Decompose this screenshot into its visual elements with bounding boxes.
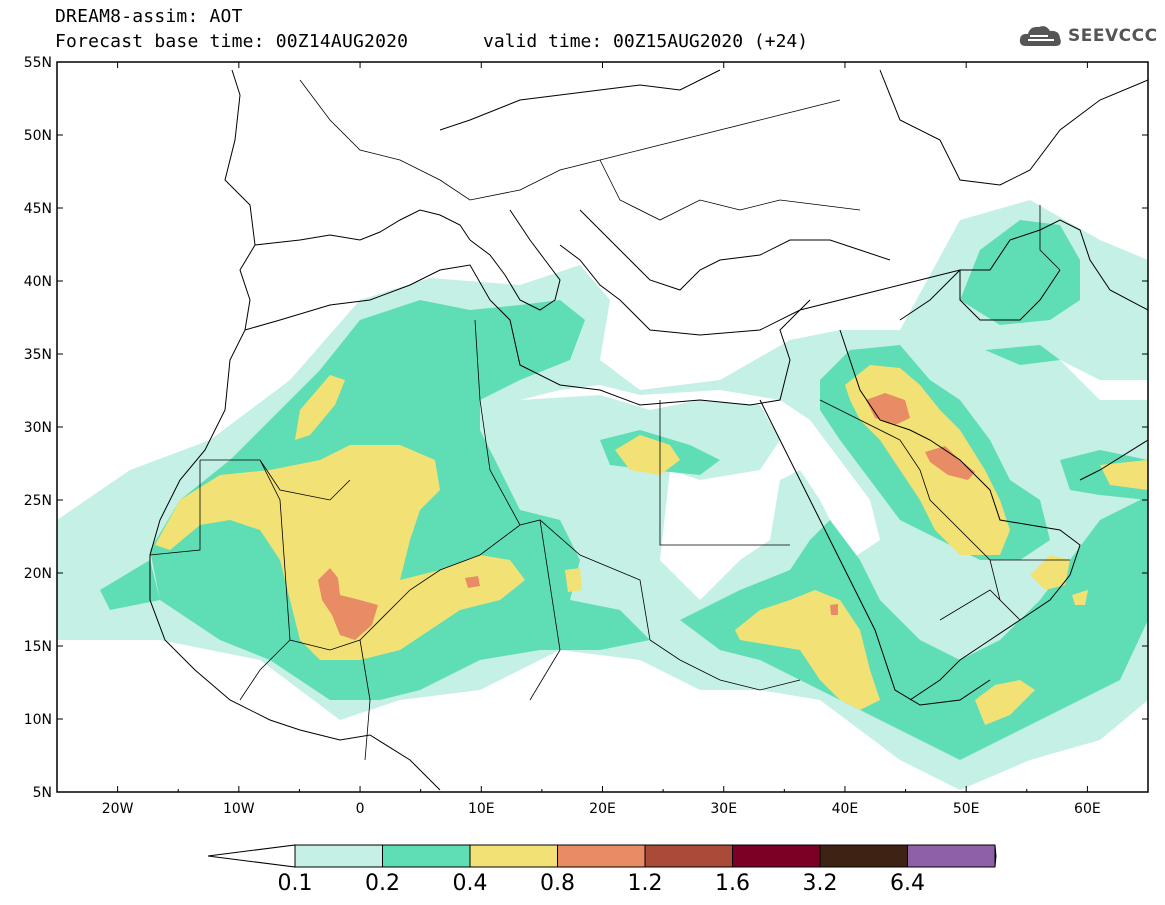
colorbar-over-arrow: [994, 844, 997, 868]
aot-field: [57, 200, 1148, 790]
longitude-axis: 20W 10W 0 10E 20E 30E 40E 50E 60E: [56, 62, 1149, 817]
colorbar-segment: [732, 844, 821, 868]
lat-tick-label: 25N: [24, 493, 52, 509]
colorbar-level-label: 0.1: [278, 871, 313, 896]
coastlines: [149, 69, 1148, 791]
logo-text: SEEVCCC: [1068, 26, 1158, 46]
lon-tick-label: 40E: [832, 801, 859, 817]
lat-tick-label: 55N: [24, 55, 52, 71]
colorbar-segment: [294, 844, 383, 868]
lon-tick-label: 20E: [589, 801, 616, 817]
lon-tick-label: 10E: [468, 801, 495, 817]
lon-tick-label: 0: [356, 801, 365, 817]
lat-tick-label: 35N: [24, 347, 52, 363]
colorbar-level-label: 1.6: [715, 871, 750, 896]
aot-level-0.8: [318, 393, 975, 640]
map-title: DREAM8-assim: AOT: [55, 6, 243, 27]
colorbar-segment: [907, 844, 996, 868]
colorbar-segment: [557, 844, 646, 868]
lat-tick-label: 50N: [24, 128, 52, 144]
lat-tick-label: 15N: [24, 639, 52, 655]
colorbar-level-label: 3.2: [803, 871, 838, 896]
forecast-base-time: Forecast base time: 00Z14AUG2020: [55, 31, 409, 52]
lat-tick-label: 10N: [24, 712, 52, 728]
latitude-axis: 55N 50N 45N 40N 35N 30N 25N 20N 15N 10N 5N: [24, 55, 1148, 801]
colorbar-segment: [469, 844, 558, 868]
lon-tick-label: 30E: [710, 801, 737, 817]
country-borders: [149, 79, 1070, 761]
colorbar-segment: [819, 844, 908, 868]
lat-tick-label: 5N: [33, 785, 52, 801]
aot-clear-areas: [520, 360, 1148, 600]
colorbar-segment: [382, 844, 471, 868]
lon-tick-label: 10W: [223, 801, 255, 817]
valid-time: valid time: 00Z15AUG2020 (+24): [483, 31, 809, 52]
lat-tick-label: 30N: [24, 420, 52, 436]
colorbar-level-label: 6.4: [890, 871, 925, 896]
lat-tick-label: 20N: [24, 566, 52, 582]
colorbar-level-label: 0.2: [365, 871, 400, 896]
colorbar-under-arrow: [207, 844, 296, 868]
lon-tick-label: 60E: [1074, 801, 1101, 817]
colorbar: 0.1 0.2 0.4 0.8 1.2 1.6 3.2 6.4: [207, 844, 997, 896]
lon-tick-label: 20W: [102, 801, 134, 817]
seevccc-logo: SEEVCCC: [1018, 22, 1158, 50]
colorbar-level-label: 1.2: [628, 871, 663, 896]
lat-tick-label: 45N: [24, 201, 52, 217]
colorbar-level-label: 0.4: [453, 871, 488, 896]
lon-tick-label: 50E: [953, 801, 980, 817]
colorbar-segment: [644, 844, 733, 868]
colorbar-level-label: 0.8: [540, 871, 575, 896]
lat-tick-label: 40N: [24, 274, 52, 290]
cloud-icon: [1019, 26, 1061, 46]
